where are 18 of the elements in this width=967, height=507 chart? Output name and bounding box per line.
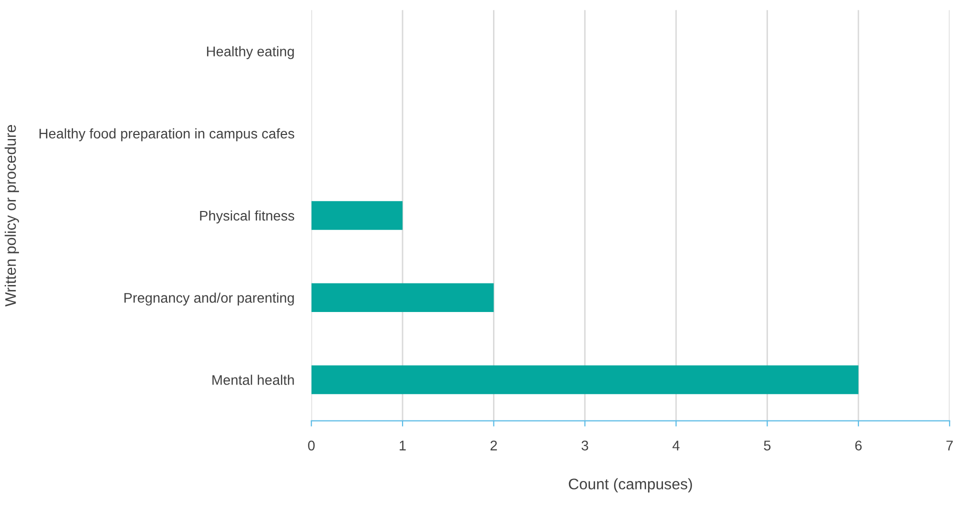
y-tick-label: Healthy food preparation in campus cafes xyxy=(40,128,294,142)
x-tick-label: 5 xyxy=(764,440,771,450)
y-tick-label: Physical fitness xyxy=(200,210,294,224)
x-tick-label: 2 xyxy=(490,440,497,450)
x-tick-label: 7 xyxy=(946,440,953,450)
x-tick-label: 3 xyxy=(582,440,588,450)
x-tick-label: 0 xyxy=(308,440,315,450)
bar xyxy=(311,201,403,230)
y-tick-label: Pregnancy and/or parenting xyxy=(124,292,294,306)
x-tick-label: 4 xyxy=(672,440,680,450)
y-tick-label: Healthy eating xyxy=(207,46,294,60)
y-axis-title: Written policy or procedure xyxy=(4,125,19,307)
bar xyxy=(311,365,858,394)
x-axis-title: Count (campuses) xyxy=(568,478,692,492)
y-tick-label: Mental health xyxy=(212,374,294,385)
bar xyxy=(311,283,494,312)
x-tick-label: 6 xyxy=(855,440,862,450)
x-tick-label: 1 xyxy=(400,440,406,450)
